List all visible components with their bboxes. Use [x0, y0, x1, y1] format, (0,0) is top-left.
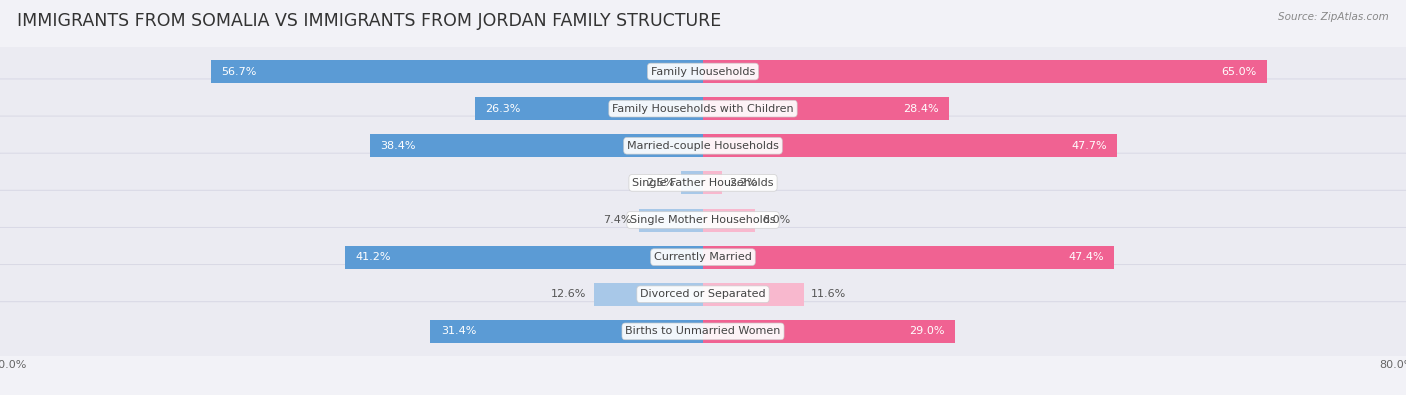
Text: Source: ZipAtlas.com: Source: ZipAtlas.com — [1278, 12, 1389, 22]
Text: 41.2%: 41.2% — [356, 252, 391, 262]
Text: 29.0%: 29.0% — [908, 326, 945, 337]
Bar — [703, 97, 949, 120]
Text: 31.4%: 31.4% — [441, 326, 477, 337]
Bar — [682, 171, 703, 194]
Text: 56.7%: 56.7% — [221, 66, 257, 77]
Text: Single Father Households: Single Father Households — [633, 178, 773, 188]
Text: IMMIGRANTS FROM SOMALIA VS IMMIGRANTS FROM JORDAN FAMILY STRUCTURE: IMMIGRANTS FROM SOMALIA VS IMMIGRANTS FR… — [17, 12, 721, 30]
Bar — [703, 60, 1267, 83]
Text: 12.6%: 12.6% — [551, 289, 586, 299]
Text: Single Mother Households: Single Mother Households — [630, 215, 776, 225]
Text: 7.4%: 7.4% — [603, 215, 631, 225]
Legend: Immigrants from Somalia, Immigrants from Jordan: Immigrants from Somalia, Immigrants from… — [513, 394, 893, 395]
Text: Family Households with Children: Family Households with Children — [612, 103, 794, 114]
FancyBboxPatch shape — [0, 42, 1406, 101]
Bar — [475, 97, 703, 120]
Text: 47.4%: 47.4% — [1069, 252, 1104, 262]
Bar — [346, 246, 703, 269]
Bar — [703, 283, 804, 306]
Text: 2.5%: 2.5% — [645, 178, 675, 188]
FancyBboxPatch shape — [0, 302, 1406, 361]
Bar — [703, 246, 1115, 269]
Bar — [211, 60, 703, 83]
Bar — [430, 320, 703, 343]
Text: 26.3%: 26.3% — [485, 103, 520, 114]
Bar — [703, 320, 955, 343]
Text: 38.4%: 38.4% — [380, 141, 416, 151]
Bar — [703, 134, 1116, 157]
FancyBboxPatch shape — [0, 153, 1406, 213]
Text: Divorced or Separated: Divorced or Separated — [640, 289, 766, 299]
Text: 11.6%: 11.6% — [811, 289, 846, 299]
Bar — [703, 209, 755, 231]
FancyBboxPatch shape — [0, 79, 1406, 138]
Text: 2.2%: 2.2% — [730, 178, 758, 188]
Bar — [703, 171, 723, 194]
FancyBboxPatch shape — [0, 190, 1406, 250]
Text: Births to Unmarried Women: Births to Unmarried Women — [626, 326, 780, 337]
Bar — [370, 134, 703, 157]
FancyBboxPatch shape — [0, 265, 1406, 324]
Bar — [638, 209, 703, 231]
Text: 6.0%: 6.0% — [762, 215, 790, 225]
Text: 28.4%: 28.4% — [904, 103, 939, 114]
Text: Married-couple Households: Married-couple Households — [627, 141, 779, 151]
Bar — [593, 283, 703, 306]
Text: 47.7%: 47.7% — [1071, 141, 1107, 151]
Text: Currently Married: Currently Married — [654, 252, 752, 262]
Text: Family Households: Family Households — [651, 66, 755, 77]
FancyBboxPatch shape — [0, 116, 1406, 175]
FancyBboxPatch shape — [0, 228, 1406, 287]
Text: 65.0%: 65.0% — [1222, 66, 1257, 77]
